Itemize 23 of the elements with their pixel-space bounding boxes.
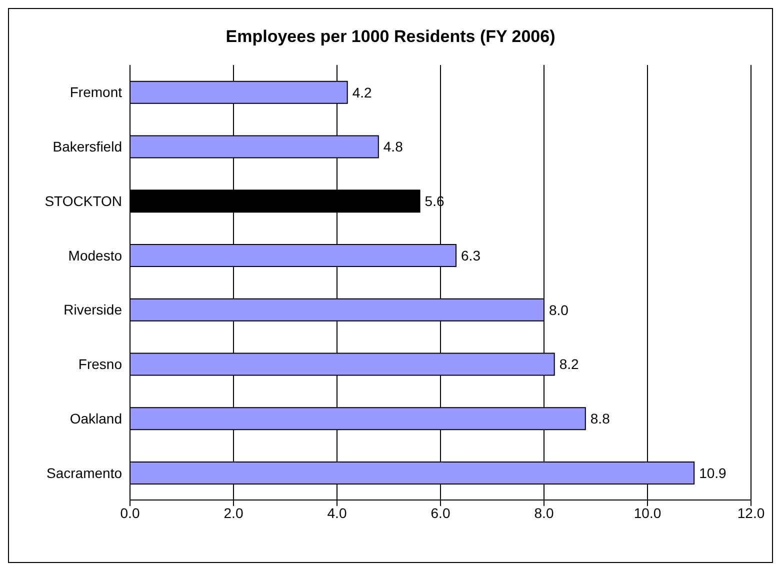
- y-tick-label: STOCKTON: [44, 192, 122, 209]
- x-tick-label: 10.0: [634, 504, 662, 521]
- data-label: 8.8: [590, 410, 610, 427]
- x-tick-label: 2.0: [224, 504, 244, 521]
- y-tick-label: Modesto: [68, 247, 122, 264]
- x-tick-label: 6.0: [430, 504, 450, 521]
- data-label: 4.8: [383, 138, 404, 155]
- x-tick-label: 8.0: [534, 504, 554, 521]
- x-tick-label: 0.0: [120, 504, 140, 521]
- data-label: 4.2: [352, 84, 372, 100]
- data-label: 10.9: [699, 464, 727, 481]
- y-tick-label: Riverside: [64, 302, 122, 318]
- y-tick-label: Fresno: [78, 356, 122, 372]
- data-label: 6.3: [461, 247, 481, 264]
- y-tick-label: Bakersfield: [52, 138, 122, 155]
- chart-title: Employees per 1000 Residents (FY 2006): [224, 27, 556, 47]
- data-label: 8.0: [549, 302, 569, 318]
- y-tick-label: Oakland: [70, 410, 122, 426]
- x-tick-label: 4.0: [327, 504, 347, 521]
- data-label: 8.2: [559, 356, 580, 372]
- x-tick-label: 12.0: [737, 504, 765, 521]
- y-tick-label: Fremont: [70, 84, 122, 100]
- y-tick-label: Sacramento: [46, 464, 122, 481]
